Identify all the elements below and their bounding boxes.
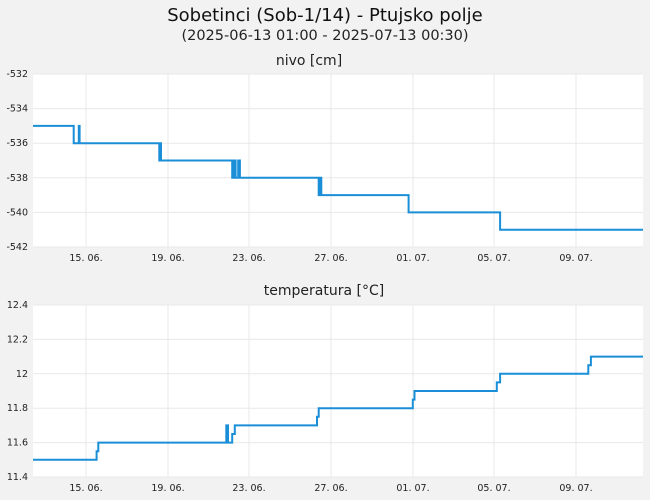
nivo-ytick-label: -532 [6, 69, 28, 80]
nivo-xtick-label: 23. 06. [232, 253, 265, 264]
temperatura-ytick-label: 11.4 [7, 472, 28, 483]
nivo-xtick-label: 05. 07. [477, 253, 510, 264]
temperatura-panel: temperatura [°C] 12.4 12.2 12 11.8 11.6 11.4 1… [7, 283, 643, 494]
nivo-xtick-label: 15. 06. [69, 253, 102, 264]
temperatura-ytick-label: 12.2 [7, 334, 28, 345]
nivo-series-line [33, 124, 643, 231]
temperatura-ytick-label: 12.4 [7, 300, 28, 311]
temperatura-ytick-label: 11.6 [7, 438, 28, 449]
temperatura-xtick-label: 01. 07. [396, 483, 429, 494]
nivo-ytick-label: -540 [6, 207, 28, 218]
nivo-plot-area [33, 74, 643, 247]
temperatura-ytick-label: 11.8 [7, 403, 28, 414]
nivo-panel-title: nivo [cm] [276, 53, 342, 69]
nivo-ytick-label: -534 [6, 104, 28, 115]
temperatura-xtick-label: 23. 06. [232, 483, 265, 494]
nivo-xtick-label: 01. 07. [396, 253, 429, 264]
nivo-xtick-label: 19. 06. [151, 253, 184, 264]
nivo-ytick-label: -536 [6, 138, 28, 149]
chart-subtitle: (2025-06-13 01:00 - 2025-07-13 00:30) [181, 28, 468, 44]
nivo-panel: nivo [cm] -532 -534 -536 -538 -540 -542 15. 06… [6, 53, 643, 264]
temperatura-xtick-label: 05. 07. [477, 483, 510, 494]
nivo-ytick-label: -542 [6, 242, 28, 253]
temperatura-panel-title: temperatura [°C] [264, 283, 384, 299]
temperatura-xtick-label: 27. 06. [314, 483, 347, 494]
temperatura-plot-area [33, 305, 643, 477]
temperatura-xtick-label: 19. 06. [151, 483, 184, 494]
nivo-ytick-label: -538 [6, 173, 28, 184]
chart-title: Sobetinci (Sob-1/14) - Ptujsko polje [167, 5, 483, 26]
temperatura-xtick-label: 15. 06. [69, 483, 102, 494]
temperatura-xtick-label: 09. 07. [559, 483, 592, 494]
nivo-xtick-label: 09. 07. [559, 253, 592, 264]
nivo-xtick-label: 27. 06. [314, 253, 347, 264]
temperatura-series-line [33, 355, 643, 461]
temperatura-ytick-label: 12 [16, 369, 28, 380]
